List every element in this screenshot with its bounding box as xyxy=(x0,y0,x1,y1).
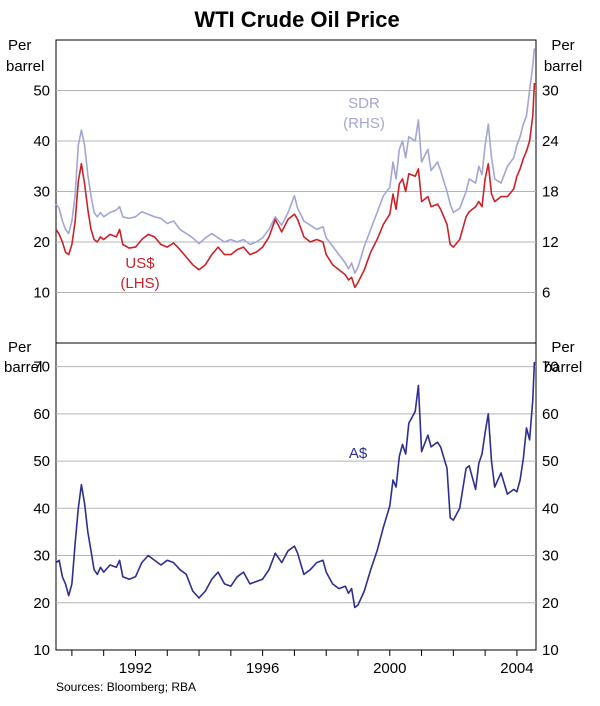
bottom-panel-series xyxy=(55,361,536,609)
top-left-unit-barrel: barrel xyxy=(6,58,44,75)
left-tick-label: 10 xyxy=(33,285,50,302)
left-tick-label: 20 xyxy=(33,595,50,612)
left-tick-label: 50 xyxy=(33,83,50,100)
bottom-left-unit-per: Per xyxy=(8,339,31,356)
left-tick-label: 20 xyxy=(33,234,50,251)
usd-label: US$ xyxy=(125,255,155,272)
bottom-panel-right-tick-labels: 10 20 30 40 50 60 70 xyxy=(542,359,559,659)
bottom-left-unit-barrel: barrel xyxy=(4,359,42,376)
bottom-panel-frame xyxy=(55,342,537,651)
bottom-right-unit-barrel: barrel xyxy=(544,359,582,376)
right-tick-label: 24 xyxy=(542,133,559,150)
series-line-a xyxy=(55,361,536,609)
source-note: Sources: Bloomberg; RBA xyxy=(56,680,197,694)
right-tick-label: 30 xyxy=(542,548,559,565)
bottom-panel: 10 20 30 40 50 60 70 10 20 30 40 50 60 70 Per barrel… xyxy=(4,339,582,659)
right-tick-label: 20 xyxy=(542,595,559,612)
series-line-us xyxy=(55,82,536,289)
sdr-label: SDR xyxy=(348,95,380,112)
right-tick-label: 6 xyxy=(542,285,550,302)
x-tick-label: 1992 xyxy=(119,660,152,677)
bottom-right-unit-per: Per xyxy=(551,339,574,356)
usd-label-axis: (LHS) xyxy=(120,275,159,292)
right-tick-label: 10 xyxy=(542,642,559,659)
bottom-panel-left-tick-labels: 10 20 30 40 50 60 70 xyxy=(33,359,50,659)
right-tick-label: 30 xyxy=(542,83,559,100)
left-tick-label: 40 xyxy=(33,133,50,150)
x-tick-label: 2004 xyxy=(500,660,533,677)
top-panel-series xyxy=(55,48,536,289)
chart-title: WTI Crude Oil Price xyxy=(194,7,399,32)
right-tick-label: 18 xyxy=(542,184,559,201)
sdr-label-axis: (RHS) xyxy=(343,115,385,132)
left-tick-label: 10 xyxy=(33,642,50,659)
right-tick-label: 50 xyxy=(542,453,559,470)
left-tick-label: 30 xyxy=(33,548,50,565)
right-tick-label: 60 xyxy=(542,406,559,423)
left-tick-label: 40 xyxy=(33,500,50,517)
top-panel: 10 20 30 40 50 6 12 18 24 30 Per barrel Per barr… xyxy=(6,37,582,344)
right-tick-label: 70 xyxy=(542,359,559,376)
series-line-sdr xyxy=(55,48,536,274)
top-right-unit-per: Per xyxy=(551,37,574,54)
bottom-panel-gridlines xyxy=(56,366,536,604)
left-tick-label: 70 xyxy=(33,359,50,376)
left-tick-label: 30 xyxy=(33,184,50,201)
x-tick-label: 1996 xyxy=(246,660,279,677)
left-tick-label: 50 xyxy=(33,453,50,470)
top-panel-left-tick-labels: 10 20 30 40 50 xyxy=(33,83,50,302)
left-tick-label: 60 xyxy=(33,406,50,423)
aud-label: A$ xyxy=(349,445,368,462)
right-tick-label: 12 xyxy=(542,234,559,251)
top-panel-gridlines xyxy=(56,90,536,293)
top-panel-right-tick-labels: 6 12 18 24 30 xyxy=(542,83,559,302)
right-tick-label: 40 xyxy=(542,500,559,517)
x-tick-label: 2000 xyxy=(373,660,406,677)
x-axis: 1992 1996 2000 2004 xyxy=(71,650,534,677)
top-left-unit-per: Per xyxy=(8,37,31,54)
top-right-unit-barrel: barrel xyxy=(544,58,582,75)
